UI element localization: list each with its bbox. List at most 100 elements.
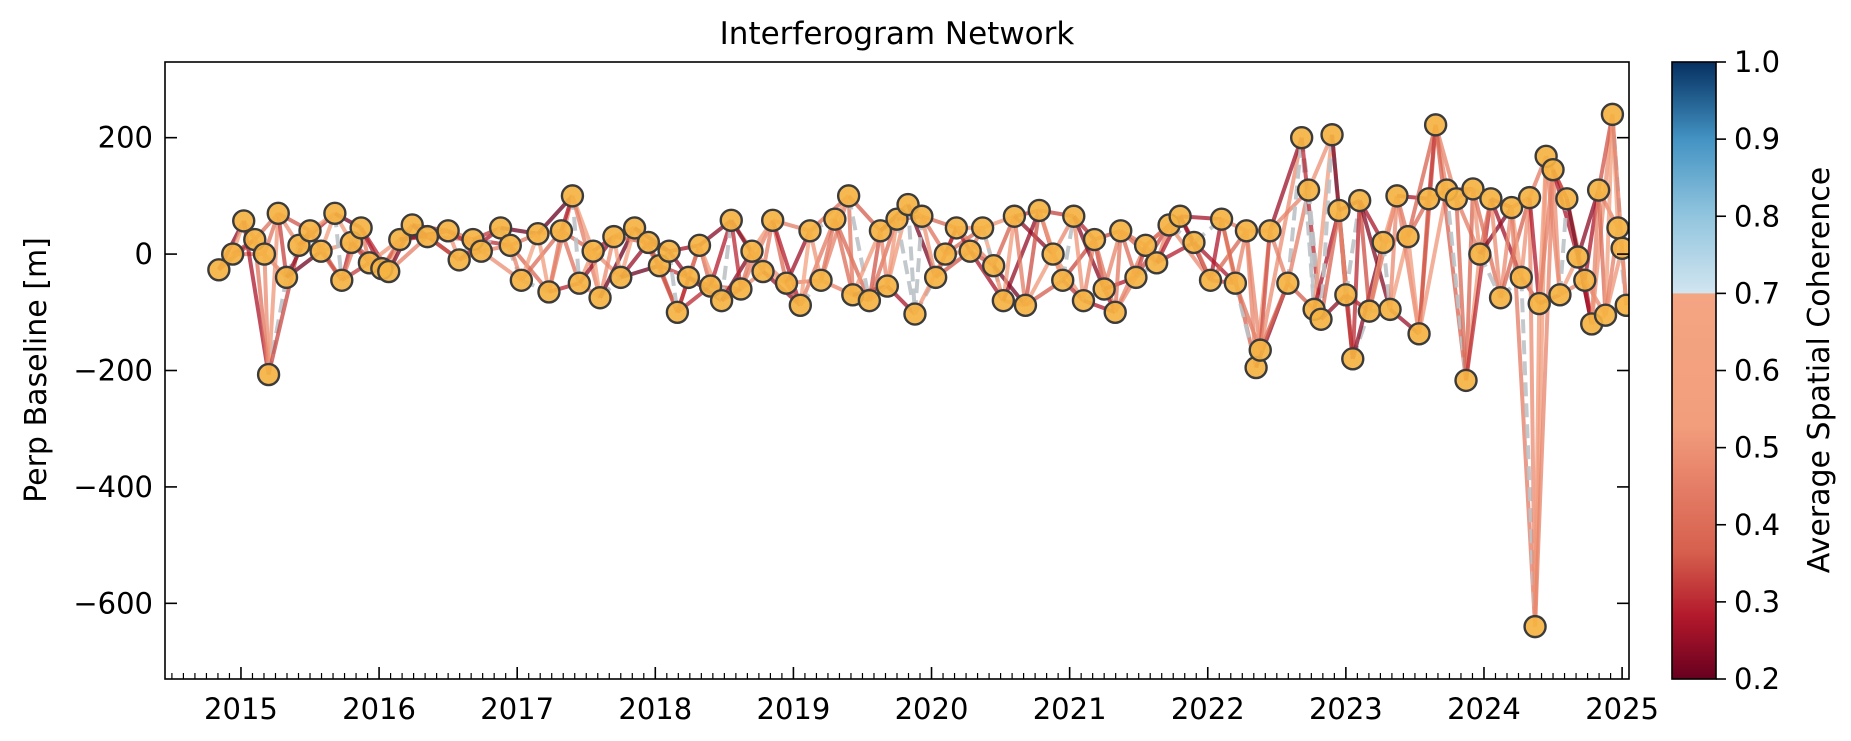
y-tick-label: −200 [73, 354, 153, 388]
acquisition-point [836, 184, 861, 208]
acquisition-point [676, 265, 701, 290]
acquisition-point [560, 184, 585, 208]
acquisition-point [1454, 368, 1478, 393]
acquisition-point [349, 216, 373, 240]
acquisition-point [1606, 216, 1629, 240]
interferogram-edge [846, 195, 872, 302]
acquisition-point [1548, 283, 1572, 307]
colorbar-title: Average Spatial Coherence [1802, 167, 1837, 573]
acquisition-point [1586, 178, 1611, 202]
x-tick-label: 2019 [757, 692, 831, 726]
interferogram-edge [1557, 198, 1569, 295]
acquisition-point [970, 216, 995, 240]
acquisition-point [588, 286, 612, 310]
acquisition-point [751, 259, 775, 284]
y-tick-label: −400 [73, 470, 153, 504]
colorbar: 1.0 0.9 0.8 0.7 0.6 0.5 0.4 0.3 0.2 [1671, 45, 1780, 696]
acquisition-point [498, 233, 522, 258]
acquisition-point [1234, 219, 1259, 243]
acquisition-point [274, 265, 299, 290]
interferogram-edge [1092, 238, 1118, 313]
interferogram-edge [1417, 189, 1449, 335]
acquisition-point [1027, 198, 1051, 223]
acquisition-point [1124, 265, 1148, 290]
acquisition-point [1479, 187, 1503, 211]
acquisition-point [388, 227, 412, 252]
acquisition-point [1103, 300, 1127, 324]
interferogram-edge [1406, 236, 1422, 335]
acquisition-point [709, 288, 734, 313]
interferogram-edge [1488, 198, 1503, 298]
interferogram-edge [1258, 137, 1304, 351]
interferogram-edge [266, 277, 289, 375]
acquisition-point [377, 259, 401, 284]
interferogram-edge [570, 195, 582, 284]
acquisition-point [1488, 286, 1513, 310]
interferogram-edge [1426, 124, 1438, 199]
colorbar-tick-label: 1.0 [1734, 45, 1780, 79]
acquisition-point [1071, 288, 1096, 313]
interferogram-edge [1357, 199, 1392, 310]
acquisition-point [436, 219, 460, 243]
acquisition-point [1468, 242, 1492, 266]
acquisition-point [1423, 113, 1448, 137]
acquisition-point [809, 268, 833, 292]
interferogram-edge [1233, 282, 1263, 351]
acquisition-point [1082, 227, 1107, 252]
interferogram-edge [1343, 200, 1362, 296]
interferogram-edge [906, 204, 917, 315]
y-tick-label: −600 [73, 586, 153, 620]
acquisition-point [1334, 283, 1358, 307]
acquisition-point [1357, 299, 1382, 323]
interferogram-edge [1258, 282, 1290, 351]
acquisition-point [330, 268, 354, 292]
chart-title: Interferogram Network [720, 16, 1075, 52]
acquisition-point [581, 239, 605, 263]
acquisition-point [323, 201, 347, 226]
acquisition-point [1461, 177, 1485, 201]
acquisition-point [868, 219, 893, 243]
acquisition-point [526, 222, 550, 246]
acquisition-point [622, 216, 647, 240]
acquisition-point [602, 224, 626, 249]
interferogram-edge [1388, 195, 1399, 310]
acquisition-point [1378, 297, 1402, 322]
y-tick-label: 0 [135, 237, 153, 271]
acquisition-point [1198, 268, 1223, 292]
acquisition-point [1593, 303, 1618, 327]
acquisition-point [1289, 125, 1314, 150]
colorbar-tick-label: 0.6 [1734, 354, 1780, 388]
acquisition-point [609, 265, 633, 290]
acquisition-point [1385, 184, 1409, 208]
acquisition-point [207, 258, 231, 282]
interferogram-edge [1023, 210, 1042, 306]
acquisition-point [1407, 322, 1431, 346]
acquisition-point [719, 208, 743, 233]
interferogram-edge [266, 213, 281, 375]
acquisition-point [567, 271, 592, 295]
interferogram-edge [719, 220, 734, 301]
interferogram-edge [1012, 216, 1028, 306]
y-tick-label: 200 [98, 121, 153, 155]
y-axis: 200 0 −200 −400 −600 [73, 121, 1629, 620]
acquisition-point [220, 242, 245, 266]
acquisition-point [823, 207, 847, 231]
acquisition-point [1296, 178, 1321, 202]
acquisition-point [923, 265, 948, 290]
interferogram-edge [1319, 210, 1341, 320]
colorbar-tick-label: 0.2 [1734, 662, 1780, 696]
x-tick-label: 2022 [1171, 692, 1245, 726]
interferogram-edge [1001, 215, 1017, 301]
interferogram-edge [1551, 169, 1562, 295]
acquisition-point [1509, 265, 1533, 290]
interferogram-edge [1519, 277, 1538, 627]
acquisition-point [910, 204, 934, 228]
interferogram-edge [1498, 207, 1514, 298]
acquisition-point [1309, 307, 1333, 331]
acquisition-point [1062, 204, 1086, 228]
interferogram-edges [217, 114, 1629, 627]
interferogram-edge [1268, 137, 1304, 232]
interferogram-edge [1113, 230, 1123, 313]
acquisition-point [1573, 268, 1597, 292]
